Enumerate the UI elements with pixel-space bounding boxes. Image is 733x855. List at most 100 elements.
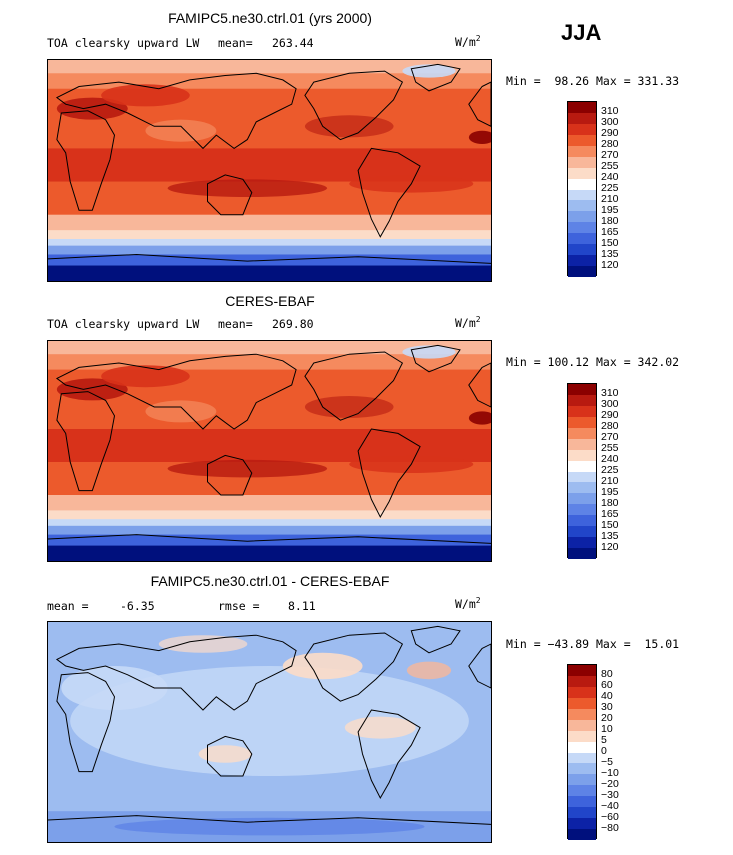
colorbar-tick-label: 255 xyxy=(601,442,619,455)
colorbar-tick-label: 135 xyxy=(601,529,619,542)
colorbar-segment xyxy=(568,244,596,256)
colorbar-tick-label: 60 xyxy=(601,679,613,692)
colorbar-tick-label: 270 xyxy=(601,149,619,162)
colorbar-tick-label: 210 xyxy=(601,192,619,205)
colorbar-segment xyxy=(568,266,596,277)
panel-model-mean-label: mean= xyxy=(218,36,253,50)
coastline-antarctica xyxy=(48,253,491,264)
colorbar-segment xyxy=(568,829,596,840)
zonal-band xyxy=(48,495,491,511)
colorbar-tick-label: 0 xyxy=(601,745,607,757)
panel-model-map xyxy=(47,59,492,282)
panel-obs-minmax: Min = 100.12 Max = 342.02 xyxy=(506,355,680,369)
colorbar-segment xyxy=(568,189,596,201)
coastline xyxy=(55,353,297,430)
colorbar-segment xyxy=(568,504,596,516)
colorbar-segment xyxy=(568,515,596,527)
coastline xyxy=(56,391,116,492)
colorbar-segment xyxy=(568,102,596,113)
panel-model-minmax: Min = 98.26 Max = 331.33 xyxy=(506,74,680,88)
coastline xyxy=(357,428,421,519)
colorbar-segment xyxy=(568,774,596,786)
colorbar-tick-label: 290 xyxy=(601,127,619,140)
colorbar-tick-label: 195 xyxy=(601,485,619,498)
coastline xyxy=(468,643,491,689)
season-label: JJA xyxy=(561,20,602,45)
panel-obs-map xyxy=(47,340,492,562)
colorbar-tick-label: −20 xyxy=(601,777,619,790)
map-field xyxy=(48,60,491,281)
panel-model-colorbar xyxy=(567,101,597,277)
colorbar-segment xyxy=(568,178,596,190)
colorbar-tick-label: 20 xyxy=(601,712,613,725)
panel-obs-colorbar xyxy=(567,383,597,559)
colorbar-segment xyxy=(568,384,596,395)
coastline xyxy=(468,81,491,127)
colorbar-tick-label: 120 xyxy=(601,540,619,553)
panel-diff-map xyxy=(47,621,492,843)
colorbar-segment xyxy=(568,145,596,157)
coastline xyxy=(304,70,404,141)
coastline xyxy=(304,351,404,421)
coastline xyxy=(207,454,253,496)
panel-diff-rmse-label: rmse = xyxy=(218,599,260,613)
colorbar-segment xyxy=(568,818,596,830)
colorbar-tick-label: 135 xyxy=(601,247,619,260)
colorbar-tick-label: 255 xyxy=(601,160,619,173)
colorbar-tick-label: 210 xyxy=(601,474,619,487)
colorbar-segment xyxy=(568,686,596,698)
colorbar-segment xyxy=(568,471,596,483)
colorbar-tick-label: 225 xyxy=(601,182,619,194)
coastline xyxy=(55,72,297,150)
zonal-band xyxy=(48,519,491,527)
zonal-band xyxy=(48,239,491,247)
colorbar-tick-label: 10 xyxy=(601,723,613,736)
panel-diff-units: W/m2 xyxy=(455,596,481,611)
colorbar-tick-label: 290 xyxy=(601,409,619,422)
zonal-band xyxy=(48,214,491,231)
colorbar-segment xyxy=(568,167,596,179)
colorbar-segment xyxy=(568,763,596,775)
coastline-antarctica xyxy=(48,815,491,825)
colorbar-segment xyxy=(568,665,596,676)
colorbar-tick-label: 30 xyxy=(601,701,613,714)
colorbar-segment xyxy=(568,211,596,223)
panel-diff-colorbar xyxy=(567,664,597,840)
colorbar-segment xyxy=(568,112,596,124)
coastline xyxy=(468,362,491,408)
colorbar-segment xyxy=(568,255,596,267)
panel-obs-field: TOA clearsky upward LW xyxy=(47,317,200,331)
colorbar-segment xyxy=(568,675,596,687)
colorbar-segment xyxy=(568,730,596,742)
colorbar-segment xyxy=(568,548,596,559)
zonal-band xyxy=(48,230,491,240)
colorbar-tick-label: 300 xyxy=(601,116,619,129)
colorbar-segment xyxy=(568,708,596,720)
colorbar-tick-label: 180 xyxy=(601,496,619,509)
coastline xyxy=(304,632,404,702)
colorbar-tick-label: 5 xyxy=(601,734,607,747)
colorbar-tick-label: 225 xyxy=(601,464,619,476)
colorbar-segment xyxy=(568,156,596,168)
zonal-band xyxy=(48,60,491,74)
zonal-band xyxy=(48,525,491,536)
zonal-band xyxy=(48,245,491,255)
panel-model-title: FAMIPC5.ne30.ctrl.01 (yrs 2000) xyxy=(168,10,372,26)
colorbar-segment xyxy=(568,394,596,406)
colorbar-tick-label: 120 xyxy=(601,258,619,271)
colorbar-segment xyxy=(568,526,596,538)
zonal-band xyxy=(48,341,491,355)
colorbar-tick-label: 300 xyxy=(601,398,619,411)
zonal-band xyxy=(48,510,491,520)
colorbar-segment xyxy=(568,493,596,505)
colorbar-segment xyxy=(568,537,596,549)
coastline xyxy=(55,634,297,711)
colorbar-segment xyxy=(568,449,596,461)
colorbar-tick-label: 150 xyxy=(601,236,619,249)
colorbar-segment xyxy=(568,482,596,494)
colorbar-segment xyxy=(568,741,596,753)
colorbar-tick-label: 270 xyxy=(601,431,619,444)
panel-model-field: TOA clearsky upward LW xyxy=(47,36,200,50)
coastline-antarctica xyxy=(48,534,491,544)
colorbar-segment xyxy=(568,134,596,146)
